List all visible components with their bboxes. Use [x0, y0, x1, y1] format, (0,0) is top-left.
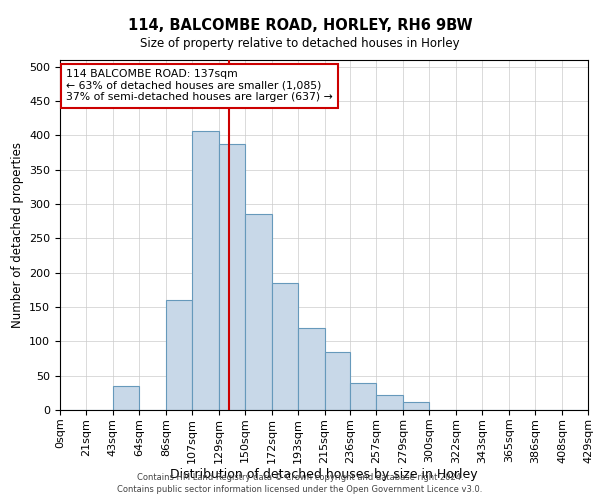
Bar	[403, 402, 429, 410]
Bar	[191, 130, 219, 410]
Bar	[325, 352, 350, 410]
Bar	[166, 300, 191, 410]
Text: Size of property relative to detached houses in Horley: Size of property relative to detached ho…	[140, 38, 460, 51]
Text: 114, BALCOMBE ROAD, HORLEY, RH6 9BW: 114, BALCOMBE ROAD, HORLEY, RH6 9BW	[128, 18, 472, 32]
Bar	[376, 395, 403, 410]
Bar	[245, 214, 272, 410]
Bar	[350, 382, 376, 410]
Text: Contains HM Land Registry data © Crown copyright and database right 2024.: Contains HM Land Registry data © Crown c…	[137, 472, 463, 482]
Text: 114 BALCOMBE ROAD: 137sqm
← 63% of detached houses are smaller (1,085)
37% of se: 114 BALCOMBE ROAD: 137sqm ← 63% of detac…	[66, 69, 333, 102]
Text: Contains public sector information licensed under the Open Government Licence v3: Contains public sector information licen…	[118, 485, 482, 494]
Bar	[272, 283, 298, 410]
Bar	[219, 144, 245, 410]
Bar	[113, 386, 139, 410]
Y-axis label: Number of detached properties: Number of detached properties	[11, 142, 23, 328]
X-axis label: Distribution of detached houses by size in Horley: Distribution of detached houses by size …	[170, 468, 478, 481]
Bar	[298, 328, 325, 410]
